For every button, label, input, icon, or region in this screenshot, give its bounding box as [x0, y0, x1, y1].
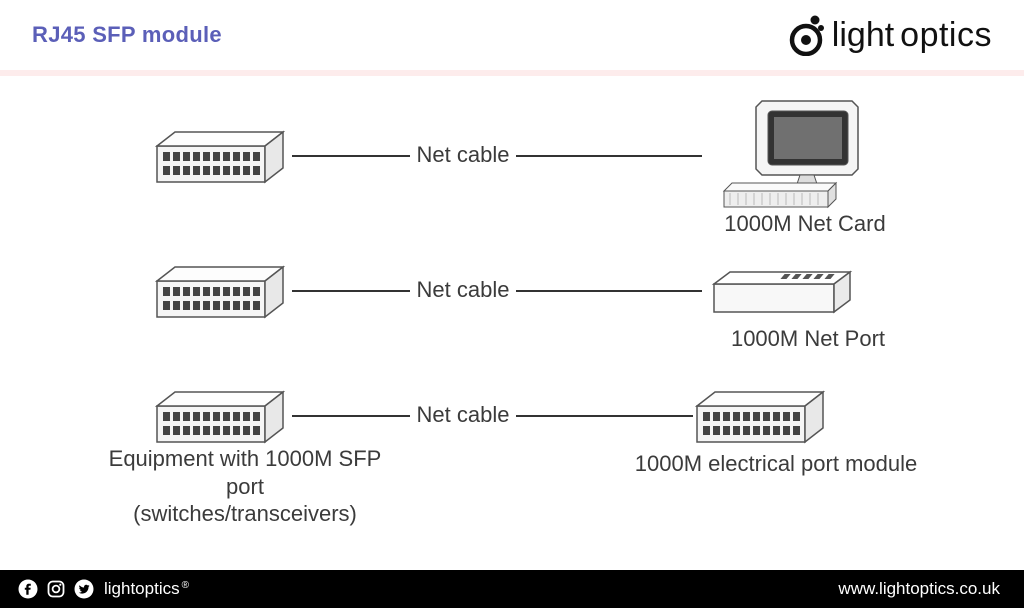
facebook-icon: [18, 579, 38, 599]
connector-label: Net cable: [411, 402, 516, 428]
left-device: [155, 390, 295, 446]
brand-logo: lightoptics: [786, 14, 992, 56]
switch-device: [695, 390, 835, 446]
connector-line: [516, 415, 693, 417]
header: RJ45 SFP module lightoptics: [0, 0, 1024, 70]
twitter-icon: [74, 579, 94, 599]
instagram-icon: [46, 579, 66, 599]
right-device: [710, 270, 860, 320]
footer-url: www.lightoptics.co.uk: [838, 579, 1000, 599]
connector-line: [516, 155, 702, 157]
brand-text-part2: optics: [900, 16, 992, 55]
brand-icon: [786, 14, 826, 56]
connector-line: [516, 290, 702, 292]
left-device: [155, 265, 295, 321]
switch-device: [155, 265, 295, 321]
footer-brand-text: lightoptics: [104, 579, 180, 599]
device-label: Equipment with 1000M SFP port(switches/t…: [90, 445, 400, 528]
registered-mark: ®: [182, 580, 189, 591]
computer-device: [720, 95, 870, 215]
switch-device: [155, 130, 295, 186]
brand-text-part1: light: [832, 16, 894, 55]
device-label: 1000M electrical port module: [616, 450, 936, 478]
header-separator: [0, 70, 1024, 76]
switch-device: [155, 390, 295, 446]
right-device: [720, 95, 870, 215]
netport-device: [710, 270, 860, 320]
device-label: 1000M Net Port: [648, 325, 968, 353]
diagram-area: Net cable 1000M Net Card Net cable 1000M …: [0, 80, 1024, 570]
connector-label: Net cable: [411, 142, 516, 168]
footer-brand: lightoptics®: [104, 579, 189, 599]
footer: lightoptics® www.lightoptics.co.uk: [0, 570, 1024, 608]
connector-label: Net cable: [411, 277, 516, 303]
left-device: [155, 130, 295, 186]
device-label: 1000M Net Card: [645, 210, 965, 238]
connector-line: [292, 415, 410, 417]
right-device: [695, 390, 835, 446]
page-title: RJ45 SFP module: [32, 22, 222, 48]
connector-line: [292, 155, 410, 157]
footer-left: lightoptics®: [18, 579, 189, 599]
connector-line: [292, 290, 410, 292]
